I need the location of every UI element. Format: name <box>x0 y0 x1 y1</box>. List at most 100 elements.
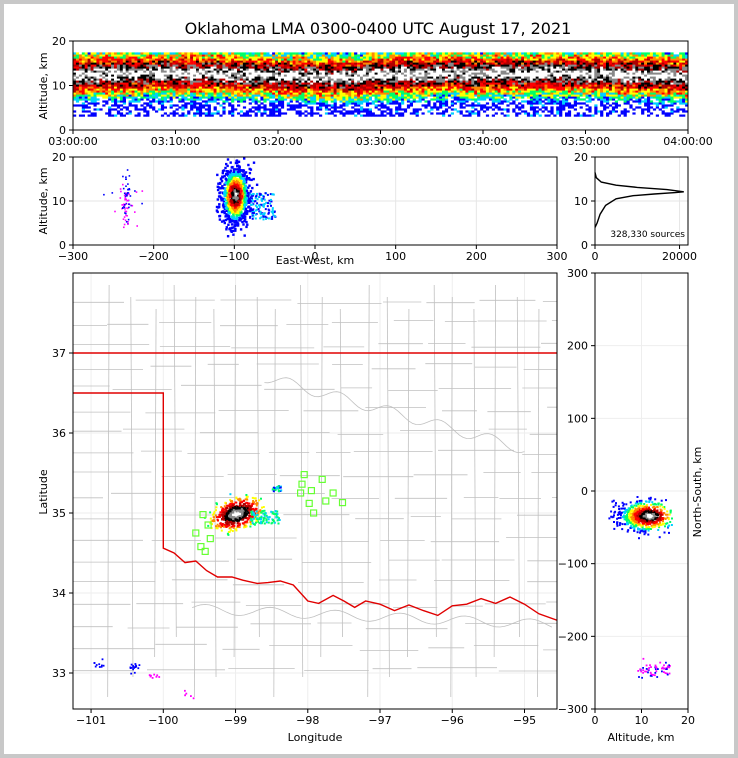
altitude-time-cell <box>526 100 531 103</box>
altitude-time-cell <box>204 112 208 115</box>
altitude-time-cell <box>181 80 185 83</box>
altitude-time-cell <box>125 54 129 57</box>
altitude-time-cell <box>567 110 572 113</box>
altitude-time-cell <box>260 66 264 69</box>
altitude-time-cell <box>374 100 378 103</box>
altitude-time-cell <box>319 88 323 91</box>
altitude-time-cell <box>137 90 141 93</box>
altitude-time-cell <box>591 98 595 101</box>
altitude-time-cell <box>245 82 249 85</box>
altitude-time-cell <box>529 78 534 81</box>
altitude-time-cell <box>354 94 358 97</box>
altitude-time-cell <box>254 76 258 79</box>
altitude-time-cell <box>573 104 577 107</box>
altitude-time-cell <box>278 94 282 97</box>
altitude-time-cell <box>219 70 223 73</box>
altitude-time-cell <box>515 94 519 97</box>
altitude-time-cell <box>474 100 478 103</box>
altitude-time-cell <box>547 78 551 81</box>
altitude-time-cell <box>248 88 252 91</box>
altitude-time-cell <box>149 82 153 85</box>
altitude-time-cell <box>210 64 214 67</box>
altitude-time-cell <box>184 98 188 101</box>
altitude-time-cell <box>316 96 320 99</box>
altitude-time-cell <box>280 62 285 65</box>
altitude-time-cell <box>266 98 270 101</box>
altitude-time-cell <box>96 98 100 101</box>
altitude-time-cell <box>412 90 416 93</box>
altitude-time-cell <box>128 72 132 75</box>
altitude-time-cell <box>152 106 156 109</box>
altitude-time-cell <box>348 62 352 65</box>
altitude-time-cell <box>213 68 217 71</box>
altitude-time-cell <box>430 94 434 97</box>
altitude-time-cell <box>216 68 220 71</box>
altitude-time-cell <box>269 96 273 99</box>
altitude-time-cell <box>295 98 299 101</box>
altitude-time-cell <box>313 60 317 63</box>
altitude-time-cell <box>521 76 525 79</box>
altitude-time-cell <box>521 86 525 89</box>
altitude-time-cell <box>430 56 434 59</box>
altitude-time-cell <box>371 112 375 115</box>
altitude-time-cell <box>140 68 144 71</box>
altitude-time-cell <box>512 94 516 97</box>
altitude-time-cell <box>447 88 452 91</box>
altitude-time-cell <box>345 80 349 83</box>
altitude-time-cell <box>392 96 396 99</box>
altitude-time-cell <box>122 80 126 83</box>
altitude-time-cell <box>565 58 569 61</box>
altitude-time-cell <box>201 78 206 81</box>
altitude-time-cell <box>125 66 129 69</box>
altitude-time-cell <box>75 82 80 85</box>
altitude-time-cell <box>219 82 223 85</box>
altitude-time-cell <box>228 94 232 97</box>
altitude-time-cell <box>140 52 144 55</box>
altitude-time-cell <box>462 92 466 95</box>
altitude-time-cell <box>204 88 208 91</box>
altitude-time-cell <box>102 56 106 59</box>
altitude-time-cell <box>137 84 141 87</box>
altitude-time-cell <box>357 84 361 87</box>
altitude-time-cell <box>143 72 147 75</box>
altitude-time-cell <box>488 56 493 59</box>
altitude-time-cell <box>84 94 88 97</box>
altitude-time-cell <box>216 64 220 67</box>
altitude-time-cell <box>573 86 577 89</box>
altitude-time-cell <box>342 82 346 85</box>
altitude-time-cell <box>398 80 402 83</box>
altitude-time-cell <box>333 84 337 87</box>
altitude-time-cell <box>152 78 156 81</box>
altitude-time-cell <box>450 102 454 105</box>
altitude-time-cell <box>99 78 103 81</box>
altitude-time-cell <box>491 64 495 67</box>
altitude-time-cell <box>380 102 384 105</box>
altitude-time-cell <box>245 74 249 77</box>
altitude-time-cell <box>351 98 355 101</box>
altitude-time-cell <box>565 62 569 65</box>
altitude-time-cell <box>307 100 311 103</box>
altitude-time-cell <box>412 56 416 59</box>
altitude-time-cell <box>532 58 536 61</box>
altitude-time-cell <box>541 76 545 79</box>
altitude-time-cell <box>582 98 586 101</box>
altitude-time-cell <box>181 72 185 75</box>
altitude-time-cell <box>263 78 267 81</box>
altitude-time-cell <box>108 54 112 57</box>
altitude-time-cell <box>588 94 592 97</box>
altitude-time-cell <box>559 52 563 55</box>
altitude-time-cell <box>105 92 109 95</box>
altitude-time-cell <box>280 60 285 63</box>
altitude-time-cell <box>234 64 238 67</box>
altitude-time-cell <box>190 54 194 57</box>
altitude-time-cell <box>295 66 299 69</box>
altitude-time-cell <box>383 62 387 65</box>
altitude-time-cell <box>234 62 238 65</box>
altitude-time-cell <box>193 66 197 69</box>
altitude-time-cell <box>213 58 217 61</box>
altitude-time-cell <box>465 70 469 73</box>
altitude-time-cell <box>421 66 425 69</box>
altitude-time-cell <box>234 78 238 81</box>
altitude-time-cell <box>474 80 478 83</box>
altitude-time-cell <box>166 66 170 69</box>
